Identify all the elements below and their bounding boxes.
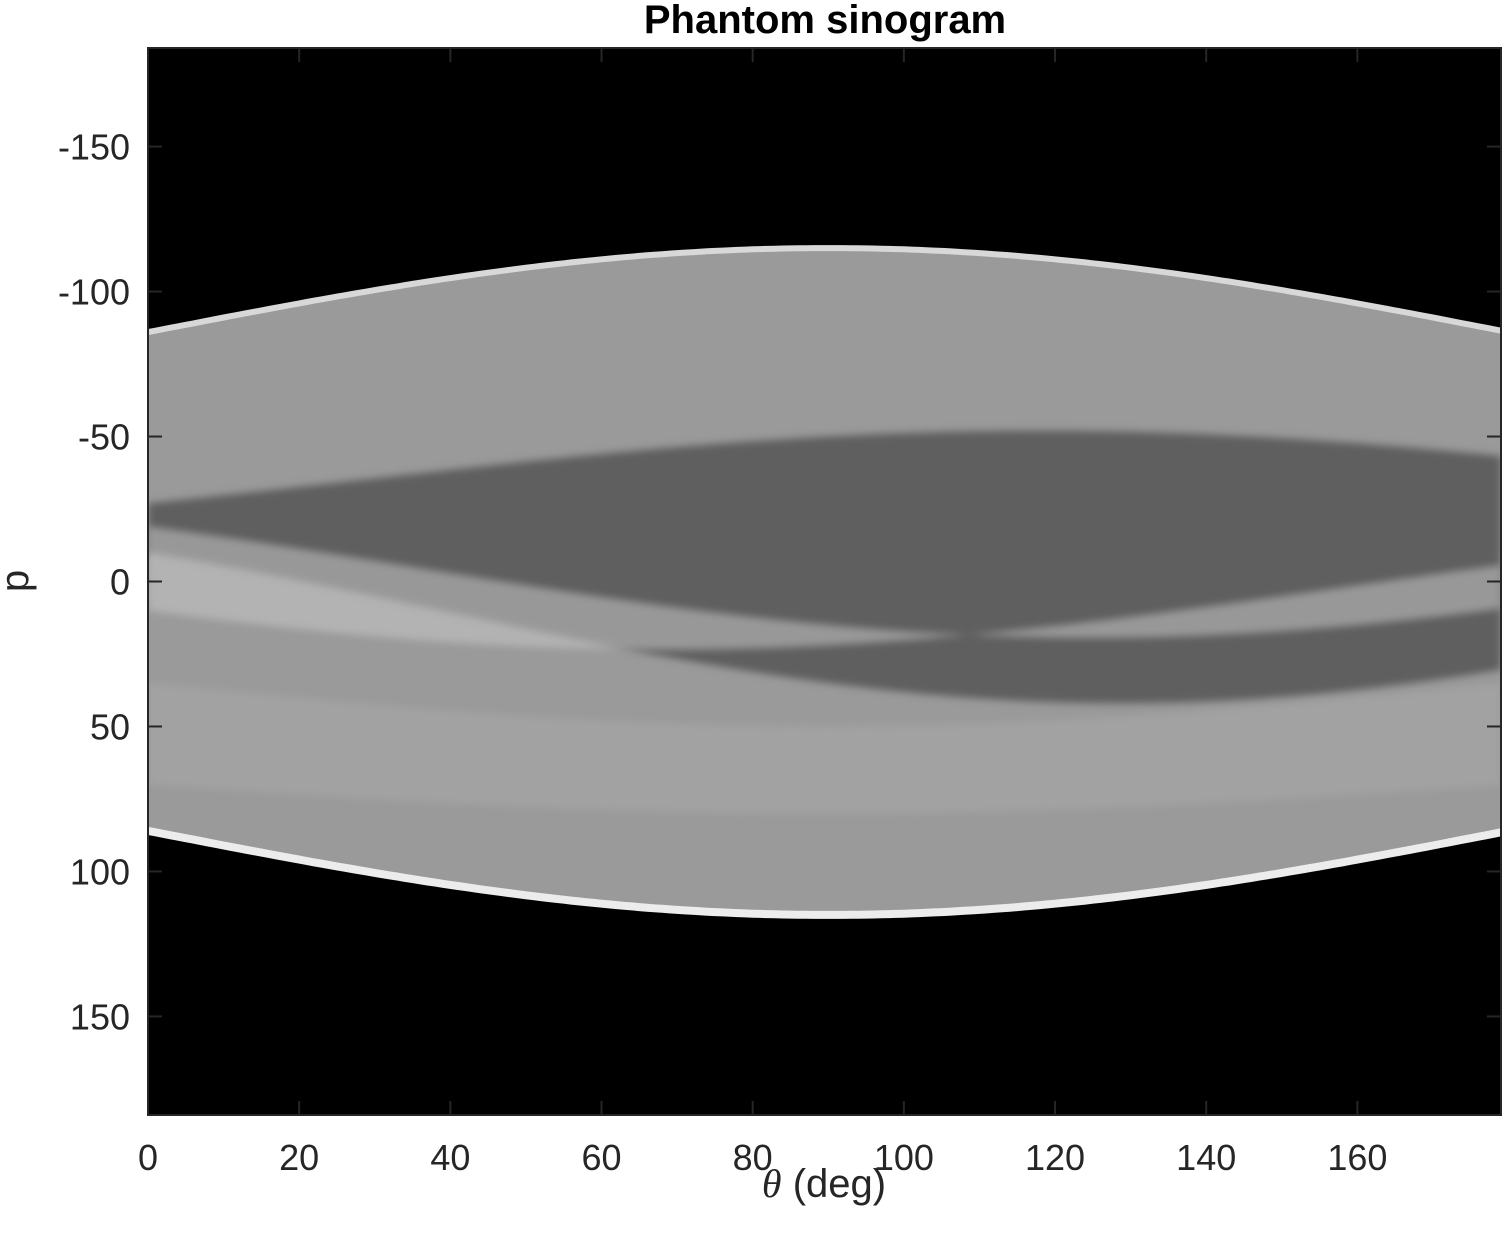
y-tick-label: -150 <box>58 127 130 168</box>
sinogram-bright-center <box>148 526 1501 650</box>
plot-area <box>148 48 1501 1115</box>
y-tick-label: 50 <box>90 706 130 747</box>
sinogram-rim-top <box>148 245 1501 336</box>
x-tick-label: 80 <box>733 1137 773 1178</box>
chart-title: Phantom sinogram <box>644 0 1006 42</box>
axes-box <box>147 47 1502 1116</box>
x-tick-label: 0 <box>138 1137 158 1178</box>
x-tick-label: 160 <box>1327 1137 1387 1178</box>
y-tick-label: 150 <box>70 996 130 1037</box>
y-tick-label: 100 <box>70 851 130 892</box>
x-axis-label-symbol: θ <box>762 1161 782 1206</box>
sinogram-rim-bottom <box>148 826 1501 919</box>
x-tick-labels: 0 20 40 60 80 100 120 140 160 <box>138 1137 1387 1178</box>
x-tick-label: 60 <box>581 1137 621 1178</box>
y-tick-label: -100 <box>58 272 130 313</box>
x-tick-label: 20 <box>279 1137 319 1178</box>
x-tick-label: 100 <box>874 1137 934 1178</box>
y-tick-label: -50 <box>78 417 130 458</box>
x-tick-label: 120 <box>1025 1137 1085 1178</box>
x-tick-label: 40 <box>430 1137 470 1178</box>
y-tick-label: 0 <box>110 562 130 603</box>
sinogram-lower-band <box>148 683 1501 814</box>
x-tick-label: 140 <box>1176 1137 1236 1178</box>
sinogram-image <box>148 245 1501 919</box>
y-tick-labels: -150 -100 -50 0 50 100 150 <box>58 127 130 1038</box>
y-axis-label: p <box>0 570 37 592</box>
x-axis-label-unit: (deg) <box>782 1162 887 1206</box>
x-axis-label: θ (deg) <box>762 1161 886 1206</box>
